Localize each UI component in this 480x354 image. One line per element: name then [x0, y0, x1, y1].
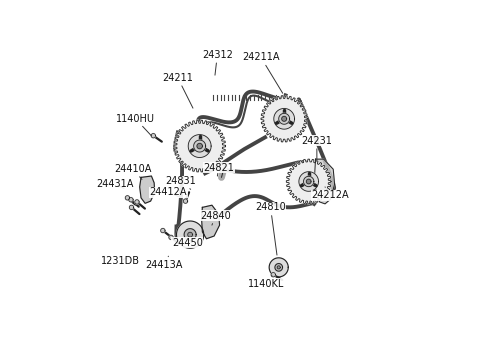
Text: 24810: 24810 — [255, 202, 286, 255]
Polygon shape — [314, 159, 335, 204]
Polygon shape — [161, 228, 165, 233]
Text: 1140HU: 1140HU — [116, 114, 155, 136]
Text: 24413A: 24413A — [145, 256, 183, 270]
Text: 1231DB: 1231DB — [101, 256, 140, 266]
Polygon shape — [299, 172, 319, 191]
Polygon shape — [125, 196, 130, 200]
Polygon shape — [169, 235, 173, 240]
Polygon shape — [184, 229, 196, 241]
Text: 24231: 24231 — [301, 136, 332, 160]
Polygon shape — [269, 258, 288, 277]
Text: 1140KL: 1140KL — [248, 275, 285, 289]
Polygon shape — [306, 179, 311, 184]
Polygon shape — [188, 135, 211, 158]
Polygon shape — [135, 200, 139, 204]
Text: 24840: 24840 — [201, 211, 231, 225]
Polygon shape — [129, 205, 134, 210]
Text: 24211: 24211 — [162, 73, 193, 108]
Text: 24410A: 24410A — [114, 164, 152, 179]
Text: 24431A: 24431A — [96, 179, 134, 189]
Polygon shape — [271, 273, 276, 277]
Polygon shape — [202, 205, 219, 239]
Polygon shape — [174, 120, 226, 172]
Text: 24212A: 24212A — [312, 187, 349, 200]
Polygon shape — [275, 263, 283, 271]
Polygon shape — [193, 140, 205, 152]
Text: 24412A: 24412A — [150, 187, 187, 198]
Text: 24312: 24312 — [202, 50, 233, 75]
Polygon shape — [129, 198, 133, 202]
Polygon shape — [183, 199, 188, 203]
Polygon shape — [151, 133, 156, 138]
Polygon shape — [287, 159, 331, 204]
Polygon shape — [277, 266, 280, 269]
Text: 24821: 24821 — [204, 163, 234, 176]
Polygon shape — [197, 143, 203, 149]
Polygon shape — [140, 176, 155, 203]
Text: 24211A: 24211A — [242, 52, 283, 93]
Polygon shape — [279, 113, 289, 124]
Text: 24450: 24450 — [172, 238, 203, 248]
Polygon shape — [177, 221, 204, 248]
Polygon shape — [274, 108, 295, 129]
Polygon shape — [261, 96, 307, 142]
Polygon shape — [303, 176, 314, 187]
Text: 24831: 24831 — [165, 177, 196, 189]
Polygon shape — [188, 232, 192, 237]
Polygon shape — [282, 116, 287, 121]
